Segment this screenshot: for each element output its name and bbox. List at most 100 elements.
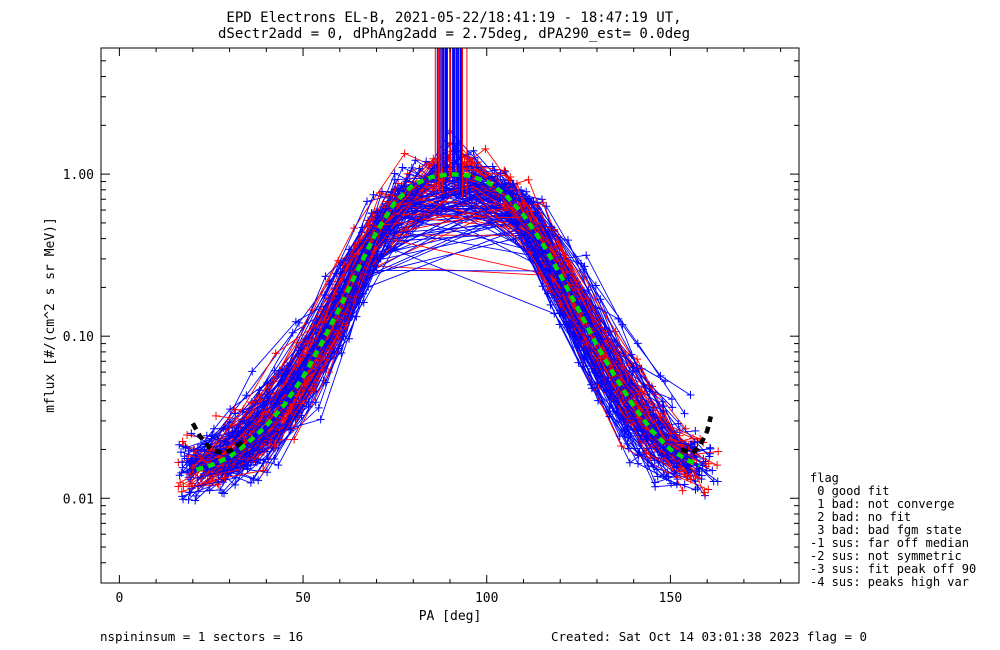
trace-marker [247, 398, 256, 407]
trace-marker [625, 458, 634, 467]
trace-marker [178, 437, 187, 446]
trace-marker [183, 430, 192, 439]
legend-entry: 0 good fit [810, 484, 889, 498]
x-tick-label: 100 [475, 591, 498, 606]
trace-marker [617, 441, 626, 450]
trace-marker [583, 294, 592, 303]
trace-marker [373, 207, 382, 216]
trace-marker [543, 289, 552, 298]
trace-marker [259, 466, 268, 475]
trace-marker [191, 496, 200, 505]
trace-marker [582, 251, 591, 260]
trace-marker [564, 274, 573, 283]
trace-marker [311, 398, 320, 407]
trace-marker [415, 164, 424, 173]
legend-entry: 2 bad: no fit [810, 510, 911, 524]
trace-marker [525, 248, 534, 257]
trace-marker [507, 217, 516, 226]
trace-marker [618, 320, 627, 329]
trace-marker [522, 187, 531, 196]
trace-marker [556, 299, 565, 308]
trace-marker [466, 181, 475, 190]
trace-marker [656, 441, 665, 450]
trace-marker [537, 195, 546, 204]
trace-marker [713, 461, 722, 470]
trace-marker [375, 189, 384, 198]
trace-marker [673, 473, 682, 482]
title-line-2: dSectr2add = 0, dPhAng2add = 2.75deg, dP… [218, 26, 690, 42]
trace-marker [207, 432, 216, 441]
trace-marker [700, 488, 709, 497]
trace-marker [419, 207, 428, 216]
trace-marker [178, 492, 187, 501]
legend-entry: -4 sus: peaks high var [810, 575, 969, 589]
trace-marker [633, 339, 642, 348]
fit-curve-black [190, 422, 246, 456]
trace-marker [400, 149, 409, 158]
fit-curves [190, 171, 713, 472]
trace-marker [652, 465, 661, 474]
trace-marker [658, 397, 667, 406]
trace-marker [236, 456, 245, 465]
trace-marker [271, 349, 280, 358]
trace-marker [548, 230, 557, 239]
trace-marker [624, 433, 633, 442]
trace-marker [179, 482, 188, 491]
trace-marker [187, 429, 196, 438]
trace-marker [689, 434, 698, 443]
trace-marker [177, 468, 186, 477]
flag-legend: flag 0 good fit 1 bad: not converge 2 ba… [810, 471, 976, 589]
trace-marker [248, 367, 257, 376]
trace-marker [628, 368, 637, 377]
trace-marker [269, 390, 278, 399]
trace-marker [680, 480, 689, 489]
trace-marker [651, 390, 660, 399]
trace-marker [637, 387, 646, 396]
trace-marker [304, 402, 313, 411]
trace-marker [229, 420, 238, 429]
trace-marker [633, 450, 642, 459]
trace-marker [405, 170, 414, 179]
trace-marker [310, 386, 319, 395]
trace-marker [232, 432, 241, 441]
x-axis-label: PA [deg] [419, 609, 482, 624]
trace-marker [182, 454, 191, 463]
trace-marker [254, 476, 263, 485]
trace-marker [619, 362, 628, 371]
trace-marker [555, 320, 564, 329]
trace-marker [230, 405, 239, 414]
trace-marker [563, 236, 572, 245]
legend-entry: -2 sus: not symmetric [810, 549, 962, 563]
footer-right: Created: Sat Oct 14 03:01:38 2023 flag =… [551, 629, 867, 644]
trace-marker [538, 282, 547, 291]
legend-entry: -1 sus: far off median [810, 536, 969, 550]
trace-marker [231, 480, 240, 489]
trace-marker [386, 226, 395, 235]
trace-marker [629, 363, 638, 372]
legend-entry: 3 bad: bad fgm state [810, 523, 962, 537]
trace-marker [314, 403, 323, 412]
trace-marker [291, 317, 300, 326]
legend-entry: 1 bad: not converge [810, 497, 955, 511]
trace-marker [709, 477, 718, 486]
trace-marker [576, 259, 585, 268]
distribution-trace [188, 183, 673, 452]
distribution-trace [228, 221, 708, 472]
trace-marker [606, 385, 615, 394]
trace-marker [584, 286, 593, 295]
trace-marker [216, 442, 225, 451]
trace-marker [691, 426, 700, 435]
trace-marker [193, 445, 202, 454]
trace-marker [705, 452, 714, 461]
trace-marker [378, 187, 387, 196]
trace-marker [659, 407, 668, 416]
trace-marker [263, 438, 272, 447]
fit-curve-green [195, 171, 701, 472]
trace-marker [203, 457, 212, 466]
trace-marker [192, 491, 201, 500]
y-tick-label: 0.10 [63, 330, 94, 345]
distribution-trace [218, 172, 676, 480]
trace-marker [542, 256, 551, 265]
trace-marker [417, 192, 426, 201]
trace-marker [627, 350, 636, 359]
